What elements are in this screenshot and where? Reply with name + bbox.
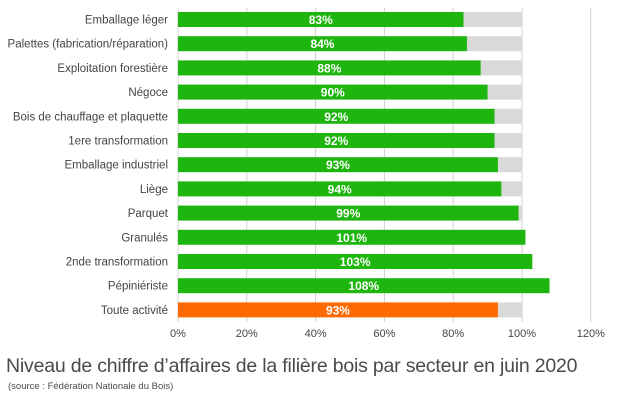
data-label: 94%	[328, 182, 352, 196]
remainder-bar	[463, 12, 522, 27]
x-tick-label: 80%	[442, 328, 464, 340]
data-label: 108%	[348, 279, 379, 293]
data-label: 101%	[336, 231, 367, 245]
category-label: Granulés	[121, 232, 168, 244]
chart-caption-source: (source : Fédération Nationale du Bois)	[8, 381, 174, 392]
category-label: Toute activité	[101, 305, 168, 317]
bar	[178, 60, 481, 76]
x-tick-label: 0%	[170, 328, 186, 340]
data-label: 93%	[326, 158, 350, 172]
x-tick-label: 60%	[373, 328, 395, 340]
chart-svg: 83% Emballage léger 84% Palettes (fabricati…	[8, 8, 605, 340]
data-label: 93%	[326, 303, 350, 317]
category-label: Exploitation forestière	[57, 63, 168, 75]
data-label: 83%	[309, 13, 333, 27]
bar	[178, 205, 519, 221]
category-label: Emballage léger	[85, 15, 168, 27]
category-label: Bois de chauffage et plaquette	[13, 111, 168, 123]
remainder-bar	[518, 205, 522, 221]
chart-caption-title: Niveau de chiffre d’affaires de la filiè…	[6, 355, 578, 377]
data-label: 92%	[324, 110, 348, 124]
bar-chart: 83% Emballage léger 84% Palettes (fabricati…	[8, 8, 605, 340]
x-tick-label: 100%	[508, 328, 536, 340]
bar	[178, 278, 550, 294]
category-label: Pépiniériste	[108, 281, 168, 293]
x-tick-label: 40%	[305, 328, 327, 340]
bar	[178, 157, 498, 173]
data-label: 88%	[317, 61, 341, 75]
highlight-bar	[178, 302, 498, 318]
bar	[178, 84, 488, 100]
remainder-bar	[501, 181, 522, 197]
bar	[178, 12, 464, 27]
category-label: Liège	[140, 184, 168, 196]
category-label: 1ere transformation	[68, 136, 168, 148]
bar	[178, 229, 526, 245]
remainder-bar	[487, 84, 522, 100]
category-label: 2nde transformation	[66, 257, 168, 269]
remainder-bar	[497, 157, 522, 173]
bar	[178, 133, 495, 148]
data-label: 99%	[336, 207, 360, 221]
x-tick-label: 120%	[577, 328, 605, 340]
bar	[178, 254, 533, 269]
data-label: 84%	[310, 37, 334, 51]
category-label: Emballage industriel	[64, 160, 168, 172]
category-label: Négoce	[128, 87, 168, 99]
data-label: 103%	[340, 255, 371, 269]
remainder-bar	[466, 36, 522, 52]
category-label: Palettes (fabrication/réparation)	[8, 39, 169, 51]
x-tick-label: 20%	[236, 328, 258, 340]
data-label: 90%	[321, 86, 345, 100]
remainder-bar	[497, 302, 522, 318]
category-label: Parquet	[128, 208, 169, 220]
bar	[178, 36, 467, 52]
remainder-bar	[494, 133, 522, 148]
bar	[178, 108, 495, 124]
remainder-bar	[480, 60, 522, 76]
data-label: 92%	[324, 134, 348, 148]
bar	[178, 181, 502, 197]
remainder-bar	[494, 108, 522, 124]
